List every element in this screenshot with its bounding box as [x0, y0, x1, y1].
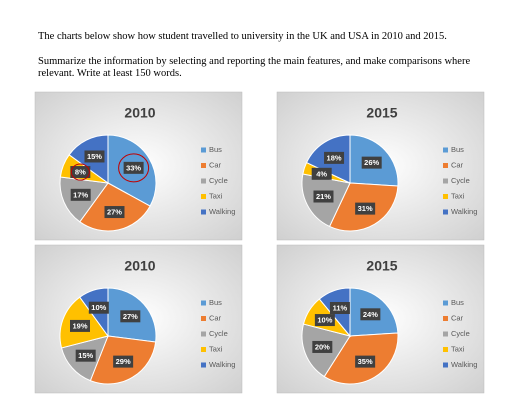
- legend-label: Walking: [451, 360, 477, 369]
- data-label: 10%: [91, 303, 106, 312]
- legend-swatch: [201, 147, 206, 153]
- data-label-box: [324, 151, 345, 164]
- data-label-box: [75, 349, 96, 362]
- highlight-circle: [70, 163, 90, 181]
- legend-label: Car: [209, 313, 222, 322]
- legend-label: Bus: [451, 298, 464, 307]
- legend-swatch: [443, 316, 448, 321]
- data-label-box: [104, 206, 125, 219]
- legend-label: Taxi: [451, 344, 465, 353]
- legend-label: Walking: [451, 207, 477, 216]
- data-label: 24%: [363, 310, 378, 319]
- legend-swatch: [443, 362, 448, 368]
- legend-swatch: [201, 316, 206, 321]
- data-label: 11%: [333, 303, 348, 312]
- data-label: 18%: [327, 153, 342, 162]
- legend-swatch: [201, 331, 206, 337]
- legend-label: Cycle: [209, 329, 228, 338]
- data-label-box: [311, 167, 332, 180]
- legend-swatch: [443, 163, 448, 168]
- legend-label: Walking: [209, 207, 235, 216]
- legend-swatch: [201, 163, 206, 168]
- data-label: 15%: [87, 152, 102, 161]
- legend-label: Bus: [209, 298, 222, 307]
- data-label: 35%: [358, 357, 373, 366]
- chart-title: 2010: [124, 258, 155, 274]
- data-label-box: [355, 355, 376, 368]
- data-label-box: [123, 161, 144, 174]
- chart-title: 2010: [124, 105, 155, 121]
- data-label-box: [360, 308, 381, 321]
- legend-label: Cycle: [209, 176, 228, 185]
- legend-swatch: [201, 194, 206, 199]
- data-label: 15%: [78, 351, 93, 360]
- data-label: 17%: [73, 190, 88, 199]
- data-label-box: [113, 355, 134, 368]
- data-label-box: [70, 188, 91, 201]
- data-label-box: [120, 310, 141, 323]
- data-label: 21%: [316, 192, 331, 201]
- chart-title: 2015: [366, 105, 397, 121]
- legend-swatch: [443, 347, 448, 352]
- data-label-box: [88, 301, 109, 314]
- data-label: 33%: [126, 163, 141, 172]
- highlight-circle: [118, 153, 150, 183]
- legend-swatch: [201, 362, 206, 368]
- data-label-box: [69, 319, 90, 332]
- legend-swatch: [201, 347, 206, 352]
- data-label-box: [355, 202, 376, 215]
- data-label-box: [84, 150, 105, 163]
- data-label-box: [329, 301, 350, 314]
- legend-label: Walking: [209, 360, 235, 369]
- legend-swatch: [201, 209, 206, 215]
- data-label: 27%: [123, 312, 138, 321]
- legend-swatch: [201, 178, 206, 184]
- legend-swatch: [443, 194, 448, 199]
- legend-label: Car: [451, 313, 464, 322]
- legend-label: Taxi: [451, 191, 465, 200]
- legend-label: Car: [209, 160, 222, 169]
- data-label: 19%: [72, 321, 87, 330]
- data-label-box: [312, 340, 333, 353]
- data-label-box: [313, 190, 334, 203]
- chart-title: 2015: [366, 258, 397, 274]
- data-label: 26%: [364, 158, 379, 167]
- data-label-box: [361, 156, 382, 169]
- legend-label: Bus: [451, 145, 464, 154]
- data-label: 10%: [317, 316, 332, 325]
- data-label: 20%: [315, 342, 330, 351]
- data-label: 31%: [358, 204, 373, 213]
- data-label: 8%: [75, 168, 86, 177]
- data-label-box: [70, 166, 91, 179]
- legend-label: Cycle: [451, 329, 470, 338]
- prompt-line: The charts below show how student travel…: [38, 31, 447, 42]
- legend-label: Taxi: [209, 191, 223, 200]
- legend-swatch: [443, 147, 448, 153]
- data-label: 29%: [116, 357, 131, 366]
- legend-label: Taxi: [209, 344, 223, 353]
- data-label: 4%: [316, 169, 327, 178]
- legend-label: Bus: [209, 145, 222, 154]
- instructions: Summarize the information by selecting a…: [38, 56, 471, 79]
- legend-swatch: [201, 300, 206, 306]
- legend-swatch: [443, 300, 448, 306]
- data-label: 27%: [107, 208, 122, 217]
- legend-swatch: [443, 209, 448, 215]
- data-label-box: [314, 314, 335, 327]
- legend-label: Cycle: [451, 176, 470, 185]
- legend-label: Car: [451, 160, 464, 169]
- legend-swatch: [443, 331, 448, 337]
- legend-swatch: [443, 178, 448, 184]
